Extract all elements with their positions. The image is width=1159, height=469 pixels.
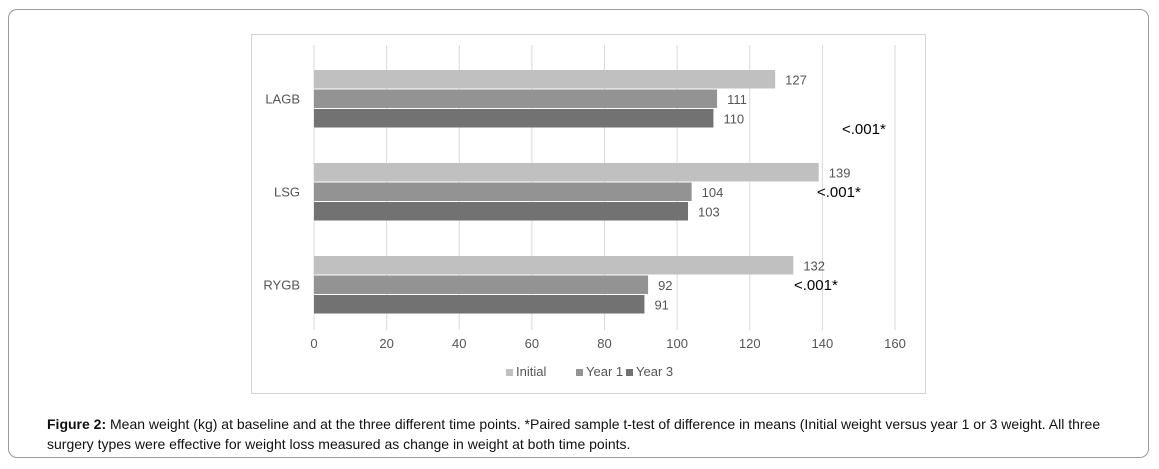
data-label: 91 [654, 297, 668, 312]
bar [314, 295, 645, 314]
x-tick-label: 80 [597, 336, 611, 351]
data-label: 111 [727, 92, 747, 107]
legend-label: Initial [516, 364, 546, 379]
data-label: 127 [785, 72, 807, 87]
bar [314, 275, 649, 294]
category-label: LSG [274, 184, 300, 199]
x-tick-label: 140 [812, 336, 834, 351]
caption-text: Mean weight (kg) at baseline and at the … [47, 416, 1101, 452]
bars [314, 70, 819, 314]
figure-frame: 0 20 40 60 80 100 120 140 160 LAGB 127 111 110 <.001*… [8, 9, 1149, 458]
legend-swatch [626, 369, 633, 376]
data-label: 132 [803, 258, 825, 273]
x-tick-label: 120 [739, 336, 761, 351]
bar [314, 89, 718, 108]
bar [314, 202, 689, 221]
bar [314, 70, 776, 89]
caption-label: Figure 2: [47, 416, 107, 432]
legend-swatch [576, 369, 583, 376]
significance-annotation: <.001* [842, 121, 886, 138]
chart-container: 0 20 40 60 80 100 120 140 160 LAGB 127 111 110 <.001*… [251, 34, 926, 394]
x-tick-label: 20 [379, 336, 393, 351]
legend-label: Year 1 [586, 364, 623, 379]
x-tick-label: 40 [452, 336, 466, 351]
x-tick-label: 60 [525, 336, 539, 351]
data-label: 104 [702, 185, 724, 200]
significance-annotation: <.001* [794, 277, 838, 294]
legend: Initial Year 1 Year 3 [506, 364, 673, 379]
category-label: LAGB [265, 91, 300, 106]
data-label: 103 [698, 204, 720, 219]
figure-caption: Figure 2: Mean weight (kg) at baseline a… [47, 414, 1142, 454]
data-label: 92 [658, 278, 672, 293]
data-label: 139 [829, 165, 851, 180]
bar [314, 109, 714, 128]
x-tick-label: 160 [884, 336, 906, 351]
significance-annotation: <.001* [817, 184, 861, 201]
bar [314, 182, 692, 201]
data-label: 110 [723, 111, 744, 126]
weight-bar-chart: 0 20 40 60 80 100 120 140 160 LAGB 127 111 110 <.001*… [263, 45, 906, 379]
x-tick-label: 100 [666, 336, 688, 351]
category-label: RYGB [263, 277, 300, 292]
labels: 0 20 40 60 80 100 120 140 160 LAGB 127 111 110 <.001*… [263, 72, 905, 351]
bar [314, 163, 819, 182]
legend-label: Year 3 [636, 364, 673, 379]
bar [314, 256, 794, 275]
legend-swatch [506, 369, 513, 376]
x-tick-label: 0 [310, 336, 317, 351]
